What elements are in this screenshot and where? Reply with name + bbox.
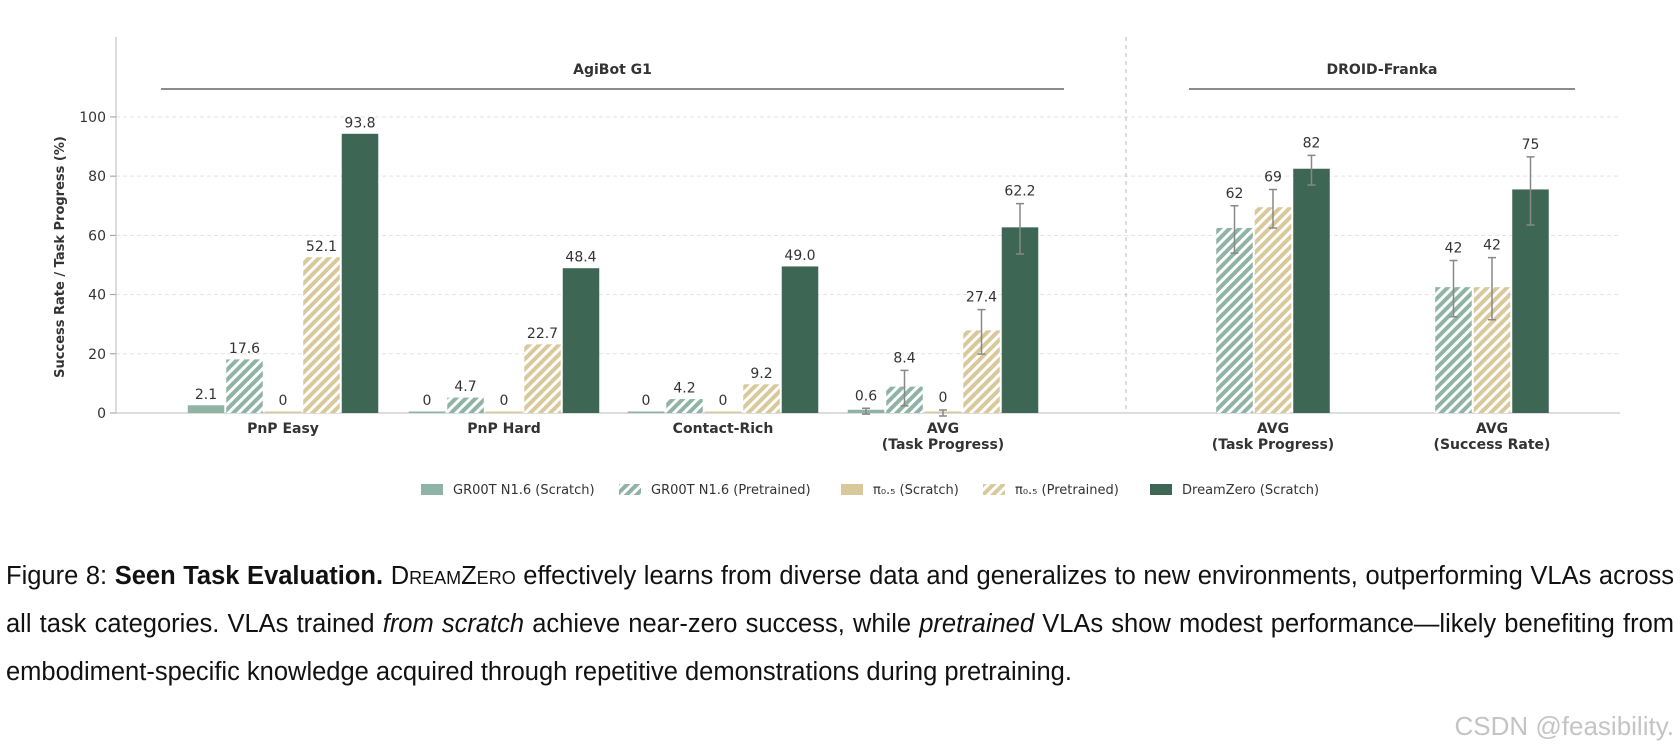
error-bar [1016, 202, 1024, 255]
value-label: 82 [1303, 135, 1321, 151]
value-label: 0 [423, 393, 432, 409]
value-label: 4.2 [673, 381, 695, 397]
bar [303, 257, 340, 413]
error-bar [1230, 205, 1239, 254]
value-label: 2.1 [195, 387, 217, 403]
legend-label: GR00T N1.6 (Scratch) [453, 483, 595, 498]
error-bar [862, 407, 870, 415]
caption-text: from scratch [382, 610, 525, 638]
value-label: 49.0 [784, 248, 815, 264]
y-tick-label: 40 [88, 288, 106, 304]
value-label: 48.4 [565, 250, 596, 266]
bar [485, 411, 523, 413]
bar [447, 397, 484, 413]
bar [341, 133, 379, 413]
bar [1216, 227, 1253, 413]
x-tick-label: AVG (Success Rate) [1434, 421, 1551, 453]
value-label: 0 [642, 393, 651, 409]
value-label: 4.7 [454, 379, 476, 395]
x-tick-label: PnP Hard [467, 421, 540, 437]
y-tick-label: 20 [88, 347, 106, 363]
bar [1512, 189, 1549, 413]
error-bar [1526, 156, 1535, 226]
legend-label: π₀.₅ (Scratch) [873, 483, 959, 498]
caption-text [383, 562, 391, 590]
bar [781, 266, 819, 413]
value-label: 62 [1226, 186, 1244, 202]
legend-swatch [983, 484, 1005, 495]
legend-swatch [1150, 484, 1172, 495]
value-label: 9.2 [750, 366, 772, 382]
value-label: 75 [1522, 137, 1540, 153]
bar [704, 411, 742, 413]
bar [524, 344, 561, 413]
legend-swatch [421, 484, 443, 495]
error-bar [977, 308, 986, 355]
value-label: 0 [500, 393, 509, 409]
caption-text: pretrained [919, 610, 1035, 638]
bar [408, 411, 446, 413]
chart: 0 20 40 60 80 100 Success Rate / Task Progress… [53, 37, 1620, 498]
bar [264, 411, 302, 413]
x-tick-label: AVG (Task Progress) [882, 421, 1004, 453]
bar [1001, 227, 1039, 413]
error-bar [900, 369, 909, 407]
legend-label: π₀.₅ (Pretrained) [1015, 483, 1119, 498]
caption-text: DreamZero [390, 562, 516, 590]
value-label: 93.8 [344, 115, 375, 131]
caption-text: achieve near-zero success, while [524, 610, 920, 638]
y-tick-label: 0 [97, 406, 106, 422]
legend-label: DreamZero (Scratch) [1182, 483, 1319, 498]
error-bar [1488, 256, 1496, 321]
error-bar [939, 409, 947, 417]
caption-text: effectively learns from diverse data and… [6, 562, 1675, 638]
legend-label: GR00T N1.6 (Pretrained) [651, 483, 811, 498]
value-label: 42 [1445, 241, 1463, 257]
bar [187, 405, 225, 413]
value-label: 0 [279, 393, 288, 409]
legend-swatch [841, 484, 863, 495]
bar [1254, 207, 1292, 413]
value-label: 52.1 [306, 239, 337, 255]
value-label: 0 [719, 393, 728, 409]
value-label: 8.4 [893, 350, 915, 366]
group-title: AgiBot G1 [573, 62, 652, 78]
value-label: 22.7 [527, 326, 558, 342]
bar [627, 411, 665, 413]
value-label: 62.2 [1004, 184, 1035, 200]
value-label: 0 [939, 390, 948, 406]
value-label: 42 [1483, 238, 1501, 254]
error-bar [1307, 154, 1316, 186]
value-label: 27.4 [966, 290, 997, 306]
x-tick-label: Contact-Rich [673, 421, 774, 437]
bar [226, 359, 263, 413]
caption-text: Seen Task Evaluation. [114, 562, 384, 590]
error-bar [1449, 259, 1458, 318]
y-axis-label: Success Rate / Task Progress (%) [53, 136, 68, 378]
group-title: DROID-Franka [1327, 62, 1438, 78]
y-tick-label: 100 [79, 110, 106, 126]
value-label: 17.6 [229, 341, 260, 357]
value-label: 69 [1264, 169, 1282, 185]
bar [666, 399, 703, 413]
legend-swatch [619, 484, 641, 495]
caption-text: VLAs show modest performance—likely bene… [6, 610, 1675, 686]
bar [562, 268, 600, 413]
error-bar [1269, 188, 1277, 229]
bar [1293, 168, 1330, 413]
x-tick-label: AVG (Task Progress) [1212, 421, 1334, 453]
figure-caption: Figure 8: Seen Task Evaluation. DreamZer… [6, 552, 1674, 696]
x-tick-label: PnP Easy [247, 421, 319, 437]
bar [743, 384, 780, 413]
y-tick-label: 80 [88, 169, 106, 185]
watermark: CSDN @feasibility. [1454, 711, 1674, 741]
value-label: 0.6 [855, 388, 877, 404]
caption-text: Figure 8: [6, 562, 115, 590]
y-tick-label: 60 [88, 228, 106, 244]
